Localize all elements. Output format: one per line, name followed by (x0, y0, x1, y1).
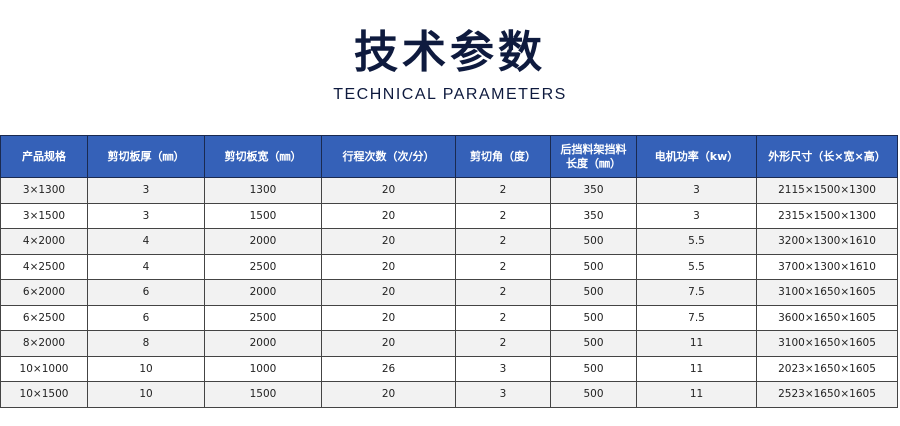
table-cell: 3600×1650×1605 (756, 304, 898, 331)
table-cell: 20 (321, 279, 456, 306)
table-cell: 3700×1300×1610 (756, 253, 898, 280)
table-cell: 8 (87, 330, 205, 357)
column-header: 电机功率（kw） (636, 135, 757, 178)
table-cell: 6×2000 (0, 279, 88, 306)
table-cell: 2 (455, 279, 551, 306)
table-cell: 2 (455, 253, 551, 280)
table-cell: 7.5 (636, 279, 757, 306)
page-title: 技术参数 (354, 27, 546, 78)
table-cell: 2315×1500×1300 (756, 202, 898, 229)
table-cell: 2 (455, 177, 551, 204)
column-header: 剪切板厚（㎜） (87, 135, 205, 178)
column-header: 后挡料架挡料长度（㎜） (550, 135, 637, 178)
table-cell: 500 (550, 253, 637, 280)
table-cell: 2 (455, 330, 551, 357)
table-cell: 20 (321, 330, 456, 357)
table-cell: 3 (455, 355, 551, 382)
table-cell: 2523×1650×1605 (756, 381, 898, 408)
table-cell: 20 (321, 304, 456, 331)
table-cell: 5.5 (636, 228, 757, 255)
table-cell: 2023×1650×1605 (756, 355, 898, 382)
table-cell: 10 (87, 355, 205, 382)
table-row: 10×1000 10 1000 26 3 500 11 2023×1650×1605 (0, 355, 898, 382)
table-row: 4×2000 4 2000 20 2 500 5.5 3200×1300×1610 (0, 228, 898, 255)
table-cell: 26 (321, 355, 456, 382)
table-cell: 350 (550, 177, 637, 204)
table-cell: 2 (455, 228, 551, 255)
parameters-table: 产品规格 剪切板厚（㎜） 剪切板宽（㎜） 行程次数（次/分） 剪切角（度） 后挡料架挡料长… (0, 135, 898, 408)
table-cell: 3100×1650×1605 (756, 330, 898, 357)
table-cell: 1000 (204, 355, 322, 382)
table-cell: 5.5 (636, 253, 757, 280)
table-cell: 2000 (204, 279, 322, 306)
table-cell: 3 (455, 381, 551, 408)
table-cell: 6×2500 (0, 304, 88, 331)
table-header-row: 产品规格 剪切板厚（㎜） 剪切板宽（㎜） 行程次数（次/分） 剪切角（度） 后挡料架挡料长… (0, 135, 898, 178)
table-cell: 4 (87, 253, 205, 280)
table-cell: 20 (321, 177, 456, 204)
table-cell: 3 (87, 202, 205, 229)
table-cell: 20 (321, 253, 456, 280)
table-cell: 3 (87, 177, 205, 204)
table-cell: 3 (636, 177, 757, 204)
table-cell: 4×2000 (0, 228, 88, 255)
table-cell: 1500 (204, 202, 322, 229)
table-cell: 500 (550, 279, 637, 306)
table-cell: 2000 (204, 330, 322, 357)
table-cell: 11 (636, 381, 757, 408)
table-cell: 6 (87, 279, 205, 306)
table-cell: 11 (636, 330, 757, 357)
table-row: 6×2000 6 2000 20 2 500 7.5 3100×1650×1605 (0, 279, 898, 306)
table-row: 10×1500 10 1500 20 3 500 11 2523×1650×1605 (0, 381, 898, 408)
column-header: 外形尺寸（长×宽×高） (756, 135, 898, 178)
table-cell: 1300 (204, 177, 322, 204)
table-cell: 2115×1500×1300 (756, 177, 898, 204)
table-cell: 4×2500 (0, 253, 88, 280)
table-row: 6×2500 6 2500 20 2 500 7.5 3600×1650×1605 (0, 304, 898, 331)
table-cell: 3×1500 (0, 202, 88, 229)
page-subtitle: TECHNICAL PARAMETERS (333, 86, 567, 103)
table-cell: 10×1500 (0, 381, 88, 408)
table-row: 3×1300 3 1300 20 2 350 3 2115×1500×1300 (0, 177, 898, 204)
table-cell: 7.5 (636, 304, 757, 331)
table-cell: 2 (455, 304, 551, 331)
column-header: 产品规格 (0, 135, 88, 178)
table-cell: 6 (87, 304, 205, 331)
table-cell: 500 (550, 304, 637, 331)
table-cell: 11 (636, 355, 757, 382)
table-row: 8×2000 8 2000 20 2 500 11 3100×1650×1605 (0, 330, 898, 357)
column-header: 剪切板宽（㎜） (204, 135, 322, 178)
table-cell: 2 (455, 202, 551, 229)
table-cell: 500 (550, 228, 637, 255)
table-cell: 10 (87, 381, 205, 408)
table-cell: 3 (636, 202, 757, 229)
table-cell: 3×1300 (0, 177, 88, 204)
column-header: 行程次数（次/分） (321, 135, 456, 178)
table-cell: 20 (321, 381, 456, 408)
table-cell: 8×2000 (0, 330, 88, 357)
table-row: 4×2500 4 2500 20 2 500 5.5 3700×1300×1610 (0, 253, 898, 280)
table-cell: 2000 (204, 228, 322, 255)
table-cell: 2500 (204, 304, 322, 331)
table-cell: 3100×1650×1605 (756, 279, 898, 306)
table-cell: 20 (321, 228, 456, 255)
column-header: 剪切角（度） (455, 135, 551, 178)
table-cell: 4 (87, 228, 205, 255)
table-cell: 2500 (204, 253, 322, 280)
table-cell: 10×1000 (0, 355, 88, 382)
table-cell: 3200×1300×1610 (756, 228, 898, 255)
table-cell: 500 (550, 330, 637, 357)
table-row: 3×1500 3 1500 20 2 350 3 2315×1500×1300 (0, 202, 898, 229)
table-cell: 500 (550, 355, 637, 382)
table-cell: 1500 (204, 381, 322, 408)
table-cell: 350 (550, 202, 637, 229)
table-cell: 500 (550, 381, 637, 408)
table-cell: 20 (321, 202, 456, 229)
